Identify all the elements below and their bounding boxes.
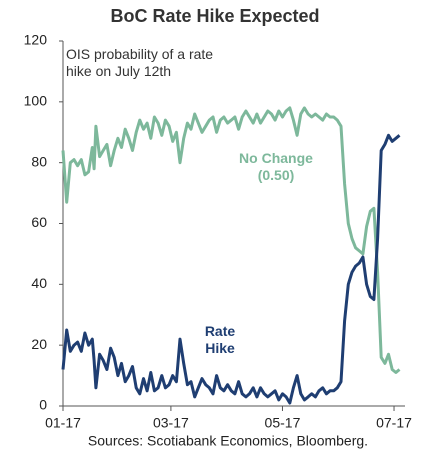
x-tick-label: 07-17 bbox=[376, 415, 412, 431]
y-tick-label: 120 bbox=[24, 32, 48, 48]
annotation: OIS probability of a rate hike on July 1… bbox=[66, 46, 214, 79]
y-tick-label: 0 bbox=[39, 397, 47, 413]
series-line bbox=[61, 106, 401, 374]
y-tick-label: 40 bbox=[31, 275, 47, 291]
series-line bbox=[61, 133, 401, 405]
y-tick-label: 80 bbox=[31, 153, 47, 169]
chart-title: BoC Rate Hike Expected bbox=[110, 6, 319, 26]
x-tick-label: 05-17 bbox=[265, 415, 301, 431]
y-tick-label: 100 bbox=[24, 93, 48, 109]
x-tick-label: 01-17 bbox=[45, 415, 81, 431]
y-tick-label: 20 bbox=[31, 336, 47, 352]
series-label: No Change (0.50) bbox=[239, 150, 313, 183]
y-tick-label: 60 bbox=[31, 214, 47, 230]
series-label: Rate Hike bbox=[204, 323, 236, 356]
x-tick-label: 03-17 bbox=[153, 415, 189, 431]
source: Sources: Scotiabank Economics, Bloomberg… bbox=[88, 433, 368, 449]
